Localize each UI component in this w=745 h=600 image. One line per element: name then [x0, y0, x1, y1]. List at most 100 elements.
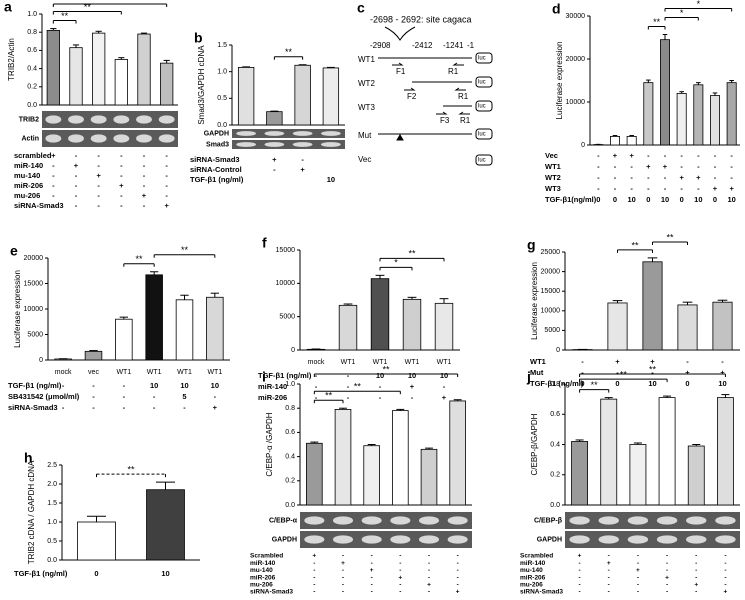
significance-label: ** — [84, 2, 92, 12]
y-tick-label: 2.5 — [47, 462, 57, 469]
condition-mark: + — [74, 161, 79, 170]
significance-label: * — [697, 0, 701, 9]
condition-mark: - — [52, 201, 55, 210]
condition-label: mu-206 — [520, 582, 543, 589]
bar — [660, 39, 670, 146]
reporter-label: luc — [478, 158, 486, 164]
y-tick-label: 0 — [581, 142, 585, 149]
condition-mark: - — [637, 560, 639, 567]
condition-mark: + — [370, 567, 374, 574]
blot-band — [361, 535, 382, 544]
y-tick-label: 10000 — [541, 308, 561, 315]
primer-label: F2 — [407, 92, 417, 101]
condition-mark: + — [272, 155, 277, 164]
position-label: -2412 — [412, 41, 433, 50]
reporter-box — [475, 128, 493, 140]
blot-band — [292, 131, 313, 136]
bar — [334, 409, 352, 506]
condition-mark: - — [428, 567, 430, 574]
condition-label: TGF-β1 (ng/ml) — [530, 379, 584, 388]
condition-mark: 0 — [94, 569, 98, 578]
condition-label: Mut — [530, 368, 544, 377]
y-axis-label: TRIB2 cDNA / GAPDH cDNA — [27, 460, 36, 564]
condition-mark: - — [165, 191, 168, 200]
condition-mark: - — [581, 368, 584, 377]
condition-mark: - — [399, 553, 401, 560]
significance-label: ** — [106, 0, 114, 4]
condition-mark: - — [578, 574, 580, 581]
condition-mark: + — [685, 368, 690, 377]
condition-mark: + — [607, 560, 611, 567]
bar — [114, 59, 128, 106]
bar — [363, 445, 380, 506]
condition-label: miR-140 — [520, 560, 546, 567]
condition-mark: - — [347, 382, 350, 391]
condition-mark: - — [664, 184, 667, 193]
y-tick-label: 15000 — [541, 288, 561, 295]
condition-mark: - — [123, 392, 126, 401]
primer-arrow — [452, 62, 464, 66]
condition-mark: 10 — [718, 379, 726, 388]
bar — [137, 33, 151, 106]
condition-mark: - — [630, 184, 633, 193]
condition-label: TGF-β1 (ng/ml) — [258, 371, 312, 380]
condition-mark: + — [427, 582, 431, 589]
condition-mark: - — [666, 553, 668, 560]
blot-label: GAPDH — [272, 536, 297, 543]
blot-band — [68, 115, 84, 124]
blot-band — [598, 535, 619, 544]
condition-mark: - — [664, 173, 667, 182]
bar — [392, 410, 409, 506]
bar — [610, 135, 620, 146]
condition-label: siRNA-Smad3 — [520, 589, 563, 596]
condition-mark: 10 — [180, 381, 188, 390]
condition-mark: - — [143, 151, 146, 160]
condition-mark: 10 — [161, 569, 169, 578]
condition-mark: - — [153, 403, 156, 412]
blot-band — [598, 516, 619, 525]
condition-mark: + — [679, 173, 684, 182]
y-tick-label: 1.0 — [285, 381, 295, 388]
blot-band — [236, 131, 257, 136]
y-tick-label: 15000 — [276, 247, 296, 254]
condition-mark: + — [213, 403, 218, 412]
blot-band — [264, 142, 285, 147]
condition-mark: 5 — [182, 392, 186, 401]
y-tick-label: 1.5 — [217, 42, 227, 49]
panel-letter: h — [24, 450, 33, 466]
condition-mark: - — [183, 403, 186, 412]
panel-letter: a — [4, 0, 12, 15]
y-tick-label: 0.0 — [285, 502, 295, 509]
panel-letter: e — [10, 243, 18, 259]
condition-label: miR-140 — [14, 161, 43, 170]
condition-mark: - — [637, 582, 639, 589]
blot-band — [447, 516, 468, 525]
primer-label: F3 — [440, 116, 450, 125]
condition-label: WT1 — [530, 357, 546, 366]
y-tick-label: 2.0 — [47, 481, 57, 488]
condition-label: WT3 — [545, 184, 561, 193]
condition-label: miR-140 — [258, 382, 287, 391]
significance-label: ** — [127, 464, 135, 474]
blot-band — [686, 535, 707, 544]
condition-mark: - — [371, 553, 373, 560]
condition-mark: - — [697, 162, 700, 171]
condition-mark: 10 — [327, 175, 335, 184]
y-axis-label: C/EBP-β/GAPDH — [530, 413, 539, 475]
brace — [384, 26, 416, 41]
condition-mark: - — [647, 151, 650, 160]
bar — [306, 442, 323, 506]
condition-mark: - — [666, 567, 668, 574]
condition-label: TGF-β1 (ng/ml) — [8, 381, 62, 390]
condition-mark: - — [647, 173, 650, 182]
blot-strip — [232, 129, 345, 138]
condition-mark: - — [666, 560, 668, 567]
condition-mark: 10 — [727, 195, 735, 204]
significance-label: ** — [354, 382, 362, 392]
condition-mark: - — [428, 589, 430, 596]
y-axis-label: TRIB2/Actin — [7, 38, 16, 81]
condition-mark: - — [608, 589, 610, 596]
blot-strip — [232, 140, 345, 149]
condition-mark: - — [313, 574, 315, 581]
condition-mark: - — [680, 162, 683, 171]
